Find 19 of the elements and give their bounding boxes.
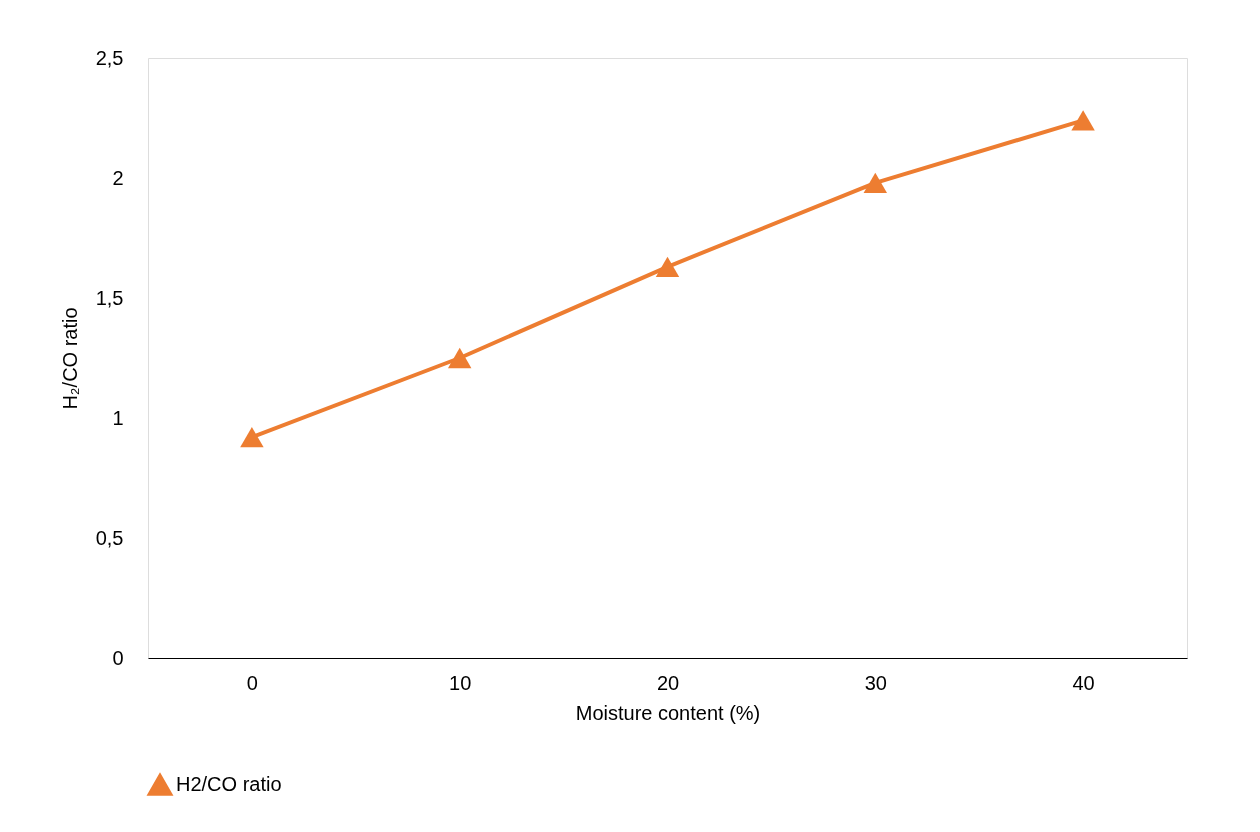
point xyxy=(1071,110,1095,131)
y-axis-title: H₂/CO ratio xyxy=(58,307,81,410)
point xyxy=(447,347,472,369)
y-tick-label: 0,5 xyxy=(95,526,124,549)
legend-label: H2/CO ratio xyxy=(176,773,282,795)
y-tick-label: 1 xyxy=(112,406,124,429)
y-tick-label: 1,5 xyxy=(95,286,124,309)
y-tick-label: 2,5 xyxy=(95,46,124,69)
x-tick-label: 0 xyxy=(246,671,258,694)
y-tick-label: 2 xyxy=(112,166,124,189)
point xyxy=(863,172,888,193)
x-tick-label: 40 xyxy=(1072,671,1095,694)
x-tick-label: 30 xyxy=(864,671,887,694)
y-tick-label: 0 xyxy=(112,646,124,669)
x-tick-label: 10 xyxy=(449,671,472,694)
x-tick-label: 20 xyxy=(656,671,680,694)
x-axis-title: Moisture content (%) xyxy=(575,701,761,724)
point xyxy=(240,427,264,448)
point xyxy=(655,256,680,277)
